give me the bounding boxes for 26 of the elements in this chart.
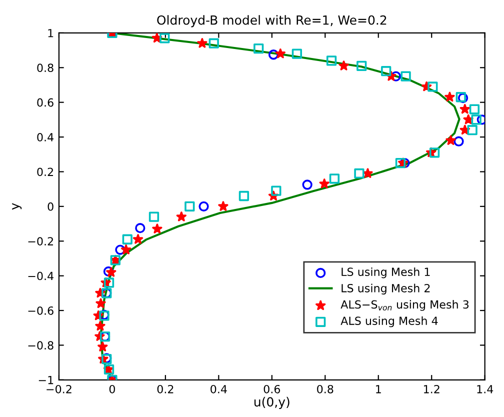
y-tick-label: −1 [38, 376, 54, 384]
legend-label: LS using Mesh 2 [342, 284, 430, 294]
y-tick-label: 1 [48, 29, 54, 38]
x-tick-label: 1 [376, 385, 381, 394]
x-tick-label: 1.2 [424, 384, 440, 394]
y-tick-label: −0.2 [28, 237, 53, 246]
legend-label: LS using Mesh 1 [342, 267, 430, 278]
chart-title: Oldroyd-B model with Re=1, We=0.2 [157, 15, 386, 28]
x-tick-label: 0.2 [157, 384, 174, 394]
y-axis-title: y [12, 203, 22, 210]
x-tick-label: 0 [109, 384, 115, 394]
y-tick-label: −0.6 [28, 306, 54, 315]
y-tick-label: 0.4 [37, 133, 54, 142]
x-axis-title: u(0,y) [254, 396, 290, 409]
y-tick-label: 0 [48, 202, 54, 211]
x-tick-label: 0.4 [210, 384, 227, 394]
y-tick-label: 0.8 [37, 64, 54, 72]
x-tick-label: 0.8 [317, 384, 334, 394]
y-tick-label: −0.8 [28, 341, 54, 350]
y-tick-label: 0.6 [37, 98, 54, 107]
legend-label: ALS using Mesh 4 [340, 316, 438, 328]
y-tick-label: 0.2 [37, 168, 53, 176]
y-tick-label: −0.4 [28, 272, 54, 280]
legend-label: ALS−S$_{von}$ using Mesh 3 [340, 300, 469, 311]
x-tick-label: 1.4 [477, 385, 494, 394]
x-tick-label: 0.6 [264, 384, 280, 394]
